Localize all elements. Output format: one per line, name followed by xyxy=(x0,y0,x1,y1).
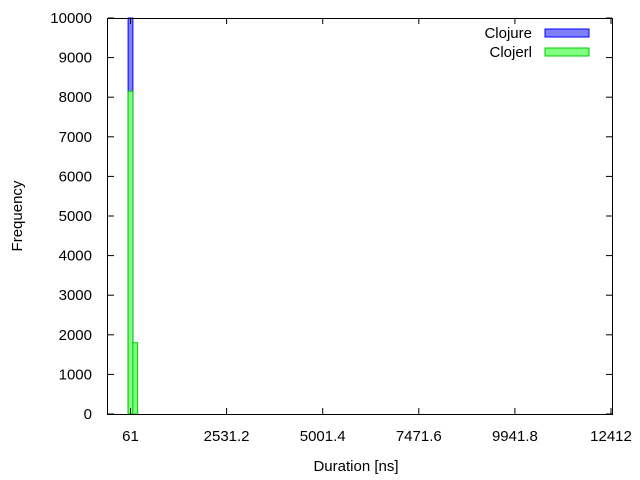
y-axis: 0 1000 2000 3000 4000 5000 6000 7000 8000 9000 100… xyxy=(50,10,612,423)
x-axis: 61 2531.2 5001.4 7471.6 9941.8 12412 xyxy=(122,18,632,445)
legend-label-clojerl: Clojerl xyxy=(489,44,532,61)
y-tick-label: 5000 xyxy=(59,208,92,225)
y-tick-label: 1000 xyxy=(59,366,92,383)
y-tick-label: 8000 xyxy=(59,89,92,106)
y-tick-label: 10000 xyxy=(50,10,92,27)
x-tick-label: 61 xyxy=(122,428,139,445)
legend: Clojure Clojerl xyxy=(484,25,590,61)
y-tick-label: 4000 xyxy=(59,248,92,265)
legend-swatch-clojerl xyxy=(544,47,590,57)
y-tick-label: 6000 xyxy=(59,168,92,185)
y-axis-title: Frequency xyxy=(9,180,26,251)
x-axis-title: Duration [ns] xyxy=(313,458,398,475)
plot-frame xyxy=(107,18,613,415)
y-tick-label: 9000 xyxy=(59,50,92,67)
y-tick-label: 2000 xyxy=(59,327,92,344)
bar-clojerl-0 xyxy=(127,90,134,415)
x-tick-label: 2531.2 xyxy=(204,428,250,445)
x-tick-label: 7471.6 xyxy=(396,428,442,445)
y-tick-label: 7000 xyxy=(59,129,92,146)
x-tick-label: 12412 xyxy=(590,428,632,445)
plot-bars xyxy=(127,17,139,415)
legend-swatch-clojure xyxy=(544,28,590,38)
y-tick-label: 0 xyxy=(84,406,92,423)
legend-label-clojure: Clojure xyxy=(484,25,532,42)
bar-clojerl-1 xyxy=(132,342,139,415)
x-tick-label: 5001.4 xyxy=(300,428,346,445)
x-tick-label: 9941.8 xyxy=(492,428,538,445)
y-tick-label: 3000 xyxy=(59,287,92,304)
